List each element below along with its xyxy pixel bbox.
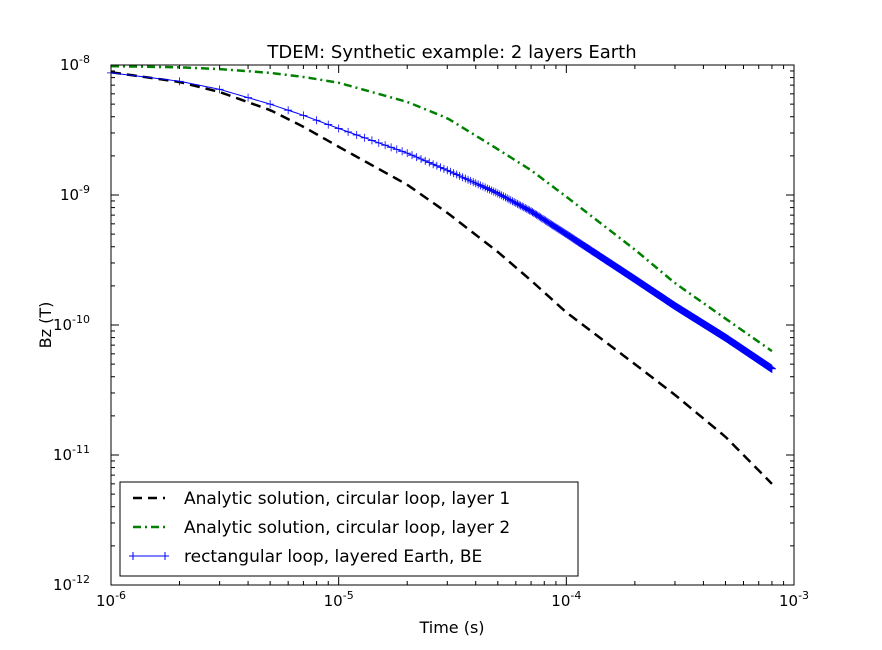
y-tick-label: 10-8	[60, 53, 90, 74]
series-line-1	[110, 64, 773, 353]
chart-title: TDEM: Synthetic example: 2 layers Earth	[266, 42, 636, 63]
series-line-2	[110, 72, 773, 370]
legend: Analytic solution, circular loop, layer …	[119, 481, 579, 577]
x-tick-label: 10-6	[96, 589, 126, 610]
x-tick-label: 10-4	[551, 589, 581, 610]
y-tick-exponent: -12	[72, 573, 90, 586]
x-tick-label: 10-3	[779, 589, 809, 610]
x-tick-exponent: -4	[570, 589, 581, 602]
y-axis-label: Bz (T)	[36, 302, 55, 349]
y-tick-exponent: -11	[72, 443, 90, 456]
series-layer	[107, 64, 776, 485]
x-tick-exponent: -5	[343, 589, 354, 602]
legend-label-2: rectangular loop, layered Earth, BE	[184, 547, 482, 567]
x-tick-label: 10-5	[324, 589, 354, 610]
y-tick-label: 10-12	[53, 573, 90, 594]
plot-frame	[110, 64, 795, 586]
y-tick-label: 10-9	[60, 183, 90, 204]
legend-marker-2	[129, 552, 169, 560]
x-tick-exponent: -6	[115, 589, 126, 602]
y-tick-exponent: -8	[79, 53, 90, 66]
y-tick-exponent: -9	[79, 183, 90, 196]
x-axis-label: Time (s)	[418, 618, 484, 637]
legend-label-0: Analytic solution, circular loop, layer …	[184, 489, 510, 509]
x-tick-exponent: -3	[798, 589, 809, 602]
legend-label-1: Analytic solution, circular loop, layer …	[184, 518, 510, 538]
y-tick-exponent: -10	[72, 313, 90, 326]
y-tick-label: 10-11	[53, 443, 90, 464]
y-tick-label: 10-10	[53, 313, 90, 334]
legend-box	[119, 481, 579, 577]
series-line-0	[110, 70, 773, 485]
